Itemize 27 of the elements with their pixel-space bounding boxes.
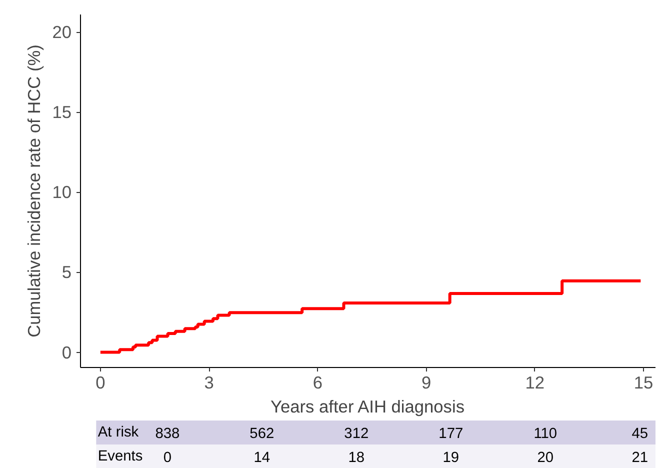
text: 18: [348, 450, 365, 466]
y-axis-title: Cumulative incidence rate of HCC (%): [24, 44, 44, 338]
text: 20: [537, 450, 554, 466]
text: 21: [632, 450, 648, 466]
y-tick-label: 0: [62, 342, 72, 362]
y-tick-label: 5: [62, 262, 72, 282]
x-tick-label: 0: [96, 372, 106, 392]
text: Events: [98, 448, 143, 464]
text: 19: [442, 450, 460, 466]
y-tick-label: 15: [52, 102, 72, 122]
text: At risk: [98, 424, 140, 440]
text: 562: [250, 426, 274, 442]
x-tick-label: 9: [421, 372, 432, 392]
x-tick-label: 6: [312, 372, 322, 392]
x-tick-label: 3: [204, 372, 214, 392]
x-axis-title: Years after AIH diagnosis: [270, 396, 465, 416]
text: 177: [438, 426, 464, 442]
text: 312: [344, 426, 369, 442]
text: 110: [534, 426, 558, 442]
text: 0: [163, 450, 172, 466]
y-tick-label: 20: [52, 22, 72, 42]
text: 838: [155, 426, 180, 442]
text: 14: [254, 450, 270, 466]
text: 45: [632, 426, 648, 442]
x-tick-label: 12: [525, 372, 545, 392]
y-tick-label: 10: [52, 182, 72, 202]
x-tick-label: 15: [634, 372, 654, 392]
